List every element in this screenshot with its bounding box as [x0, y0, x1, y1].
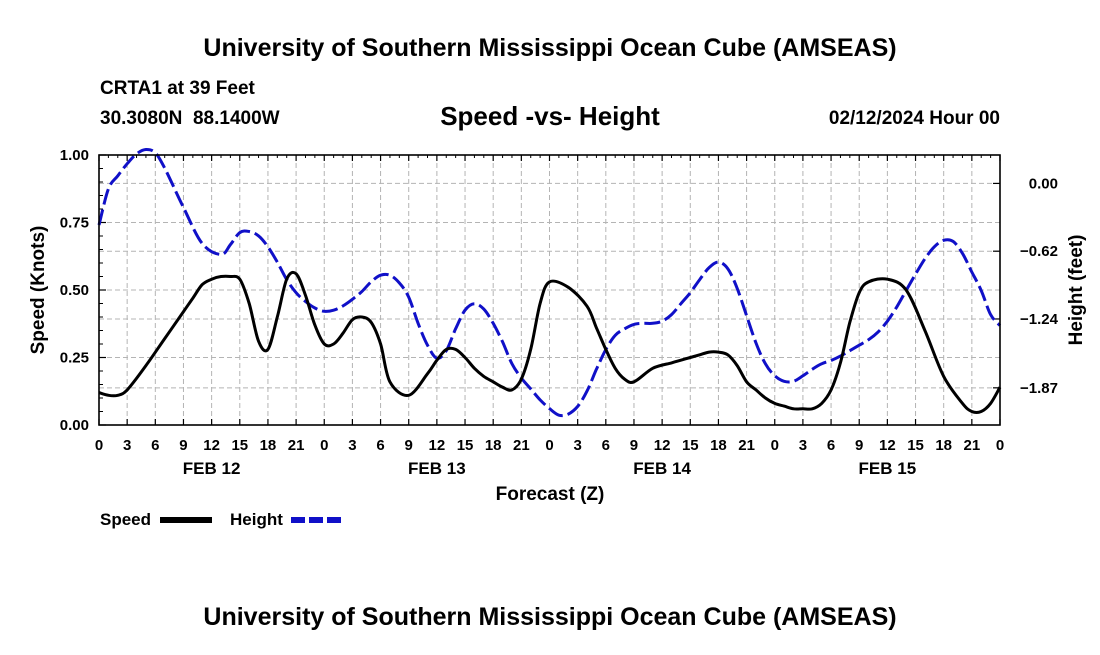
legend-height-label: Height [230, 510, 283, 529]
x-tick-label: 18 [485, 437, 502, 454]
x-tick-label: 18 [935, 437, 952, 454]
x-tick-label: 9 [855, 437, 863, 454]
y-right-tick-label: 0.00 [1029, 175, 1058, 192]
x-tick-label: 9 [405, 437, 413, 454]
x-tick-label: 12 [654, 437, 671, 454]
forecast-date: 02/12/2024 Hour 00 [829, 108, 1000, 129]
tick-labels: 0 3 6 9 12 15 18 21 0 3 6 9 12 15 18 21 0 3 6 9 12 15 18 21 0 3 6 9… [60, 147, 1059, 478]
y-left-tick-label: 0.75 [60, 215, 89, 232]
x-tick-label: 21 [513, 437, 530, 454]
y-left-tick-label: 0.00 [60, 417, 89, 434]
speed-series-line [98, 270, 1002, 415]
x-axis-title: Forecast (Z) [496, 484, 605, 505]
x-tick-label: 21 [738, 437, 755, 454]
legend-speed-label: Speed [100, 510, 151, 529]
x-tick-label: 9 [630, 437, 638, 454]
y-right-tick-label: −1.24 [1020, 311, 1059, 328]
y-left-tick-label: 1.00 [60, 147, 89, 164]
day-label: FEB 15 [859, 459, 917, 478]
x-tick-label: 15 [907, 437, 924, 454]
x-tick-label: 15 [682, 437, 699, 454]
footer-title: University of Southern Mississippi Ocean… [203, 603, 896, 631]
x-tick-label: 12 [879, 437, 896, 454]
grid-lines [99, 155, 1000, 425]
chart-title: Speed -vs- Height [440, 101, 660, 131]
x-tick-label: 21 [288, 437, 305, 454]
station-label: CRTA1 at 39 Feet [100, 78, 256, 99]
x-tick-label: 18 [710, 437, 727, 454]
y-axis-right-title: Height (feet) [1066, 235, 1087, 346]
coordinates-label: 30.3080N 88.1400W [100, 108, 280, 129]
y-right-tick-label: −1.87 [1020, 380, 1058, 397]
day-label: FEB 12 [183, 459, 241, 478]
y-left-tick-label: 0.50 [60, 282, 89, 299]
x-tick-label: 0 [771, 437, 779, 454]
series-lines [97, 147, 1002, 418]
x-tick-label: 21 [964, 437, 981, 454]
x-tick-label: 3 [348, 437, 356, 454]
x-tick-label: 9 [179, 437, 187, 454]
y-axis-left-title: Speed (Knots) [28, 226, 49, 355]
x-tick-label: 6 [602, 437, 610, 454]
x-tick-label: 3 [573, 437, 581, 454]
x-tick-label: 12 [203, 437, 220, 454]
height-series-line [97, 147, 1002, 418]
plot-frame [98, 154, 1001, 426]
y-right-tick-label: −0.62 [1020, 243, 1058, 260]
y-left-tick-label: 0.25 [60, 350, 89, 367]
day-label: FEB 13 [408, 459, 466, 478]
x-tick-label: 12 [429, 437, 446, 454]
x-tick-label: 6 [151, 437, 159, 454]
x-tick-label: 6 [827, 437, 835, 454]
x-tick-label: 0 [545, 437, 553, 454]
x-tick-label: 3 [799, 437, 807, 454]
x-tick-label: 6 [376, 437, 384, 454]
x-tick-label: 0 [996, 437, 1004, 454]
x-tick-label: 18 [260, 437, 277, 454]
day-label: FEB 14 [633, 459, 691, 478]
x-tick-label: 3 [123, 437, 131, 454]
x-tick-label: 15 [457, 437, 474, 454]
page-title: University of Southern Mississippi Ocean… [203, 34, 896, 62]
x-tick-label: 0 [95, 437, 103, 454]
x-tick-label: 0 [320, 437, 328, 454]
legend: Speed Height [100, 510, 342, 529]
x-tick-label: 15 [231, 437, 248, 454]
